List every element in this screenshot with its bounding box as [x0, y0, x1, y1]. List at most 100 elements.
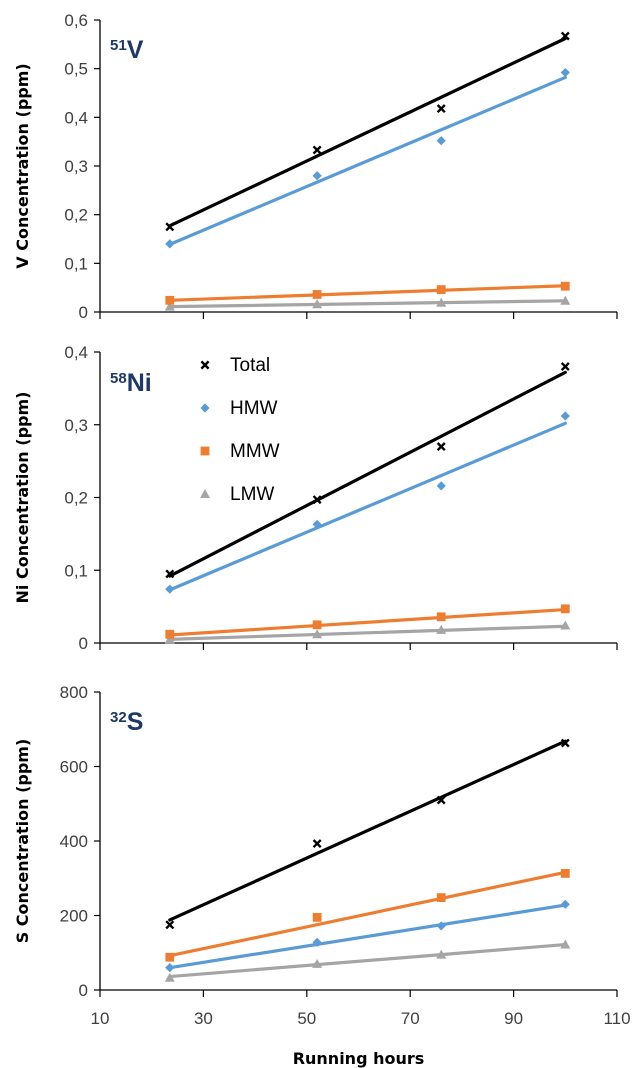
data-point-total	[560, 738, 570, 748]
panel-label-superscript: 32	[110, 709, 127, 726]
data-point-total	[436, 442, 446, 452]
data-point-hmw	[436, 136, 446, 146]
data-point-lmw	[436, 297, 447, 307]
trend-line-mmw	[168, 284, 567, 302]
x-tick-label: 110	[603, 1009, 630, 1028]
trend-line-hmw	[168, 421, 567, 592]
data-point-lmw	[312, 299, 323, 309]
y-tick-label: 0,3	[64, 157, 88, 176]
panel-label: 32S	[110, 708, 143, 736]
y-tick-label: 0	[79, 981, 88, 1000]
legend-label-hmw: HMW	[230, 398, 278, 419]
data-point-hmw	[560, 899, 570, 909]
data-point-lmw	[164, 634, 175, 644]
y-tick-label: 0,1	[64, 561, 88, 580]
data-point-mmw	[312, 912, 322, 922]
chart-panel-3: 0 200 400 600 800 10 30 50 70 90 110 S Concentratio…	[13, 683, 631, 1068]
panel-label-superscript: 58	[110, 370, 127, 387]
trend-line-hmw	[168, 903, 567, 970]
data-point-total	[560, 362, 570, 371]
data-point-hmw	[165, 584, 175, 594]
trend-line-lmw	[168, 299, 567, 309]
data-point-lmw	[436, 949, 447, 959]
y-tick-label: 0,4	[64, 108, 88, 127]
chart-panel-2: 0 0,1 0,2 0,3 0,4 Ni Concentration (ppm) 58Ni T…	[13, 343, 618, 653]
panel-label-element: S	[127, 708, 144, 736]
data-point-mmw	[312, 290, 322, 299]
data-point-mmw	[560, 604, 570, 614]
legend-label-lmw: LMW	[230, 484, 274, 505]
y-tick-label: 600	[60, 758, 88, 777]
y-tick-label: 0,1	[64, 254, 88, 273]
data-point-hmw	[312, 937, 322, 947]
data-point-total	[312, 495, 322, 505]
legend-label-total: Total	[230, 355, 270, 376]
legend-marker-mmw	[200, 446, 210, 456]
legend-marker-total	[200, 360, 210, 370]
data-point-mmw	[436, 612, 446, 622]
x-tick-label: 70	[401, 1009, 420, 1028]
chart-panel-1: 0 0,1 0,2 0,3 0,4 0,5 0,6 V Concentration (ppm)…	[13, 11, 618, 322]
y-tick-label: 200	[60, 907, 88, 926]
data-point-hmw	[560, 67, 570, 78]
data-point-lmw	[312, 958, 323, 968]
x-tick-label: 10	[91, 1009, 110, 1028]
y-tick-label: 0,2	[64, 489, 88, 508]
panel-label: 58Ni	[110, 369, 152, 397]
data-point-lmw	[164, 972, 175, 982]
data-point-hmw	[312, 171, 322, 181]
y-tick-label: 0,3	[64, 416, 88, 435]
data-point-total	[436, 795, 446, 805]
data-point-hmw	[436, 921, 446, 931]
legend-label-mmw: MMW	[230, 441, 280, 462]
y-tick-label: 0	[79, 303, 88, 322]
trend-line-lmw	[168, 624, 567, 641]
trend-line-total	[168, 739, 567, 922]
data-point-total	[436, 104, 446, 114]
x-tick-label: 50	[297, 1009, 316, 1028]
data-point-lmw	[164, 301, 175, 311]
y-tick-label: 0,2	[64, 206, 88, 225]
data-point-lmw	[560, 939, 571, 949]
x-tick-label: 30	[194, 1009, 213, 1028]
y-axis-title: Ni Concentration (ppm)	[13, 392, 32, 604]
data-point-lmw	[436, 624, 447, 634]
data-point-lmw	[312, 629, 323, 639]
panel-label-superscript: 51	[110, 37, 127, 54]
y-tick-label: 0,6	[64, 11, 88, 30]
data-point-mmw	[165, 952, 175, 962]
y-tick-label: 0,5	[64, 60, 88, 79]
data-point-hmw	[560, 411, 570, 421]
trend-line-total	[168, 370, 567, 578]
trend-line-lmw	[168, 942, 567, 979]
data-point-hmw	[165, 963, 175, 973]
data-point-total	[165, 569, 175, 579]
data-point-total	[560, 31, 570, 41]
y-axis-title: S Concentration (ppm)	[13, 739, 32, 944]
data-point-mmw	[436, 893, 446, 903]
trend-line-mmw	[168, 870, 567, 958]
trend-line-hmw	[168, 75, 567, 246]
data-point-hmw	[436, 481, 446, 491]
legend-marker-lmw	[200, 489, 210, 498]
panel-label-element: V	[127, 36, 144, 64]
data-point-mmw	[436, 285, 446, 295]
legend-marker-hmw	[200, 403, 210, 413]
panel-label: 51V	[110, 36, 144, 64]
data-point-total	[165, 222, 175, 232]
data-point-hmw	[165, 239, 175, 249]
data-point-mmw	[312, 620, 322, 630]
data-point-hmw	[312, 519, 322, 530]
y-tick-label: 0,4	[64, 343, 88, 362]
data-point-total	[312, 839, 322, 849]
data-point-mmw	[560, 281, 570, 291]
trend-line-mmw	[168, 607, 567, 637]
data-point-total	[165, 920, 175, 930]
data-point-lmw	[560, 620, 571, 630]
data-point-mmw	[165, 295, 175, 305]
data-point-total	[312, 145, 322, 155]
y-tick-label: 0	[79, 634, 88, 653]
y-tick-label: 400	[60, 832, 88, 851]
data-point-mmw	[165, 629, 175, 639]
